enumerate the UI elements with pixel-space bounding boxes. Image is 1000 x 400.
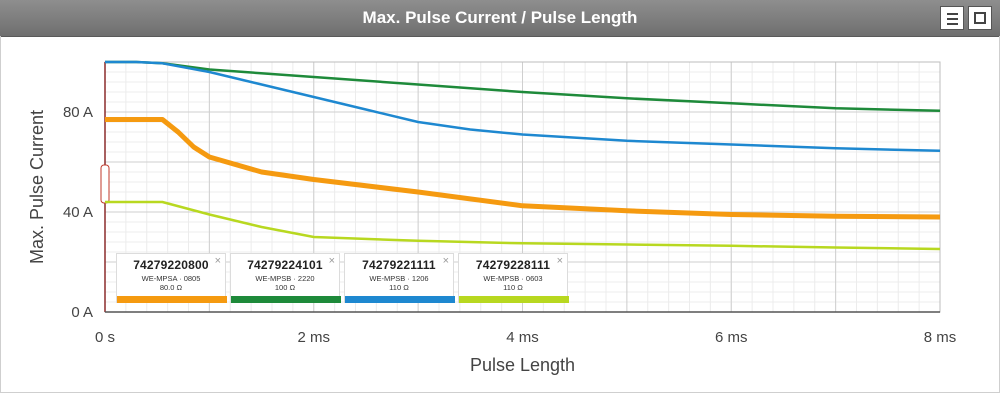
series-line-74279220800 bbox=[105, 117, 941, 220]
x-axis-title: Pulse Length bbox=[470, 355, 575, 375]
close-icon[interactable]: × bbox=[556, 255, 563, 267]
x-tick-label: 4 ms bbox=[506, 329, 539, 346]
legend-item-code: 74279220800 bbox=[133, 258, 209, 272]
chart-title: Max. Pulse Current / Pulse Length bbox=[362, 8, 638, 27]
legend-item-resistance: 100 Ω bbox=[274, 283, 296, 292]
series-line-74279221111 bbox=[105, 60, 941, 153]
legend-item-code: 74279221111 bbox=[362, 258, 436, 272]
legend-item[interactable]: 74279221111 WE-MPSB · 1206 110 Ω × bbox=[344, 253, 455, 303]
close-icon[interactable]: × bbox=[214, 255, 221, 267]
legend-item-model: WE-MPSB · 2220 bbox=[255, 274, 315, 283]
x-tick-label: 2 ms bbox=[297, 329, 330, 346]
series-line-74279228111 bbox=[105, 200, 941, 251]
legend-item-resistance: 80.0 Ω bbox=[159, 283, 183, 292]
legend-item-model: WE-MPSB · 0603 bbox=[483, 274, 543, 283]
legend-item-model: WE-MPSA · 0805 bbox=[141, 274, 201, 283]
legend-item-resistance: 110 Ω bbox=[503, 283, 523, 292]
y-tick-label: 80 A bbox=[63, 104, 93, 121]
legend-item-swatch bbox=[117, 296, 227, 303]
fullscreen-icon[interactable] bbox=[968, 6, 992, 30]
legend-item-resistance: 110 Ω bbox=[389, 283, 409, 292]
legend-item[interactable]: 74279228111 WE-MPSB · 0603 110 Ω × bbox=[458, 253, 569, 303]
legend-item-code: 74279224101 bbox=[247, 258, 323, 272]
x-tick-label: 8 ms bbox=[924, 329, 957, 346]
legend-item[interactable]: 74279224101 WE-MPSB · 2220 100 Ω × bbox=[230, 253, 341, 303]
legend-item-swatch bbox=[459, 296, 569, 303]
legend-item[interactable]: 74279220800 WE-MPSA · 0805 80.0 Ω × bbox=[116, 253, 227, 303]
x-tick-label: 0 s bbox=[95, 329, 115, 346]
legend-item-swatch bbox=[231, 296, 341, 303]
legend-item-code: 74279228111 bbox=[475, 258, 551, 272]
y-axis-title: Max. Pulse Current bbox=[27, 110, 47, 264]
legend-item-model: WE-MPSB · 1206 bbox=[369, 274, 429, 283]
close-icon[interactable]: × bbox=[328, 255, 335, 267]
hamburger-menu-icon[interactable] bbox=[940, 6, 964, 30]
x-tick-label: 6 ms bbox=[715, 329, 748, 346]
y-axis-handle bbox=[100, 164, 110, 204]
close-icon[interactable]: × bbox=[442, 255, 449, 267]
legend-item-swatch bbox=[345, 296, 455, 303]
y-tick-label: 40 A bbox=[63, 204, 93, 221]
y-tick-label: 0 A bbox=[71, 304, 93, 321]
chart-header bbox=[0, 0, 1000, 37]
